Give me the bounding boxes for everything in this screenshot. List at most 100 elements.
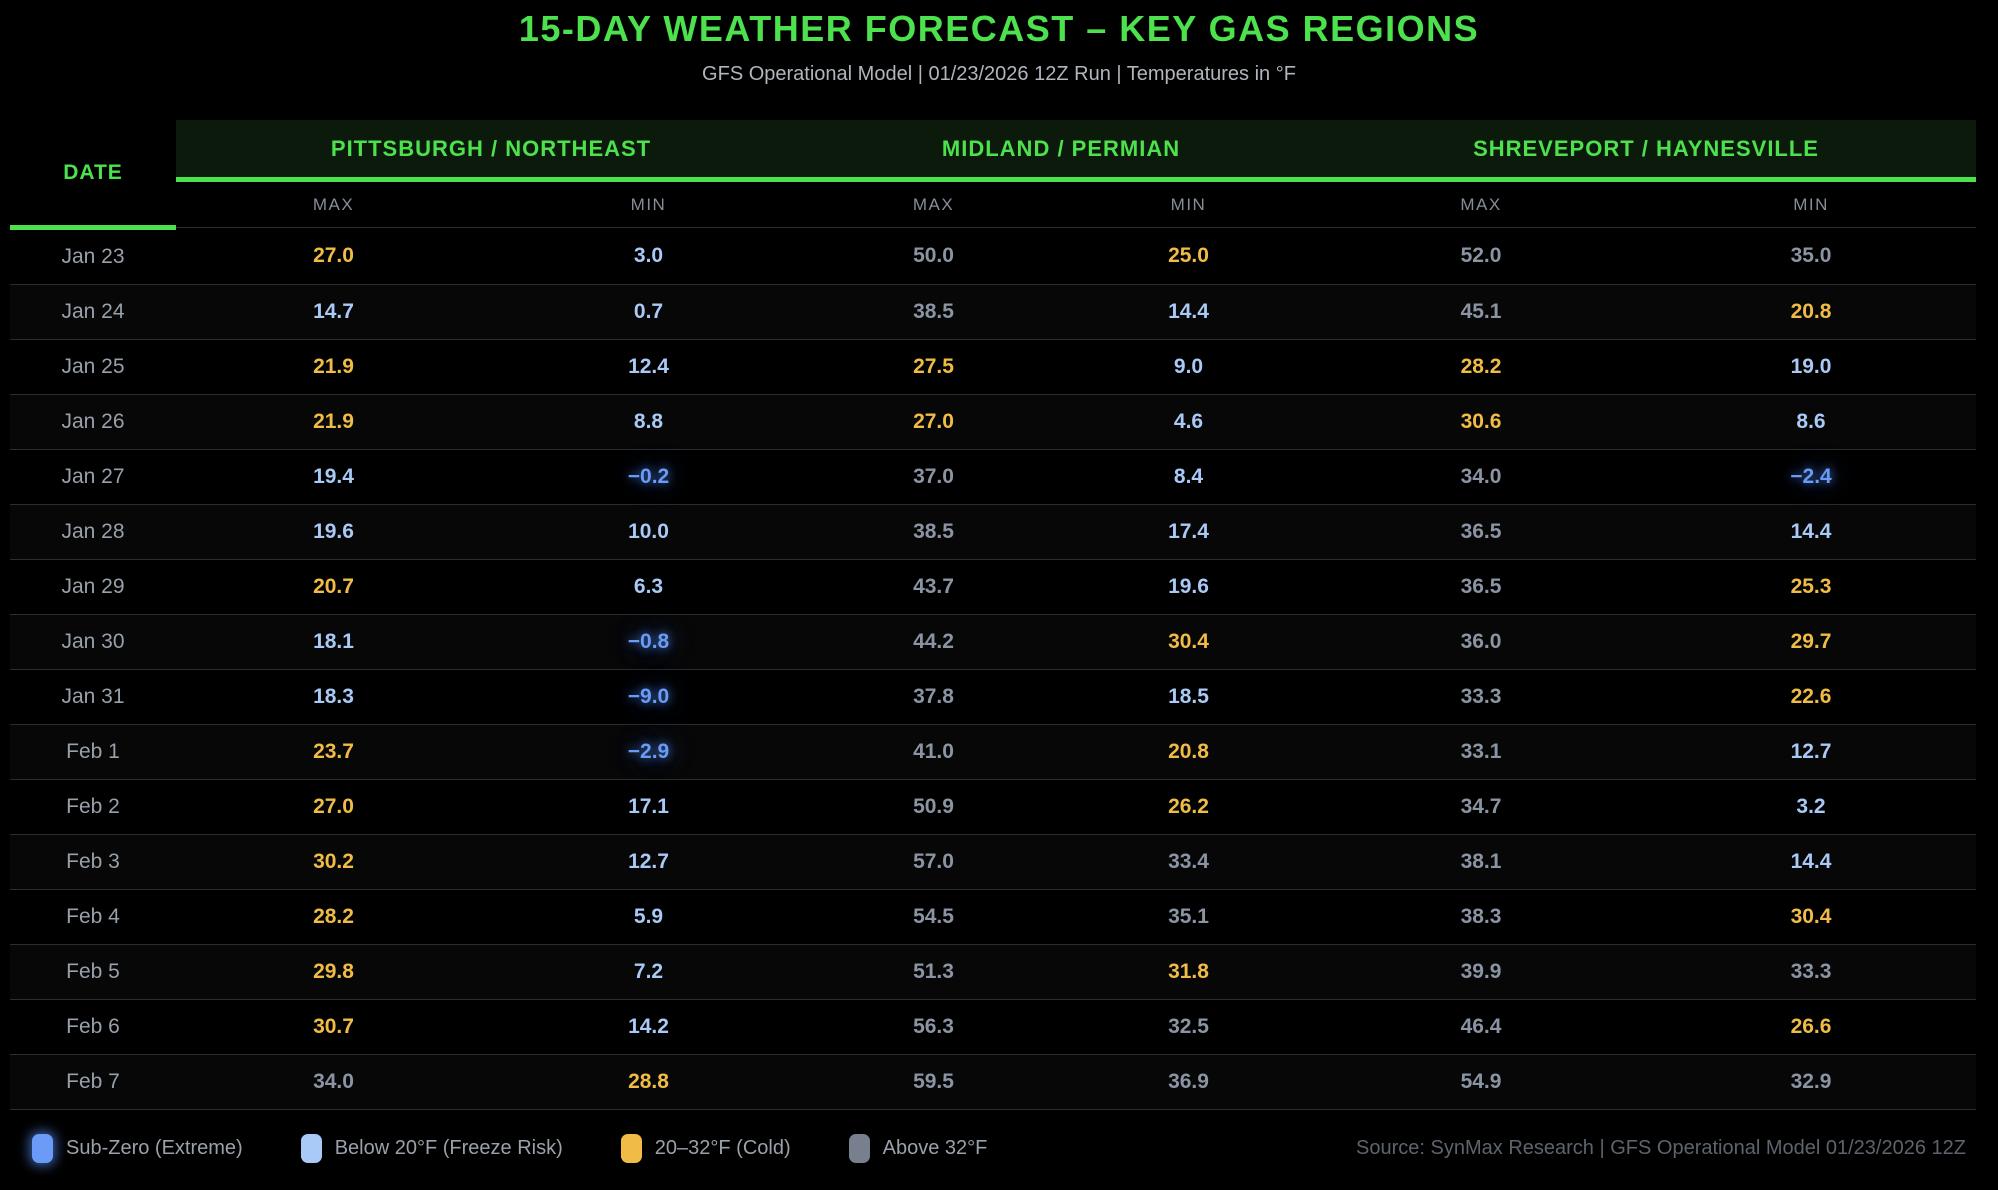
temp-cell: 30.7 (176, 999, 491, 1055)
temp-value: 36.5 (1460, 520, 1502, 543)
date-cell: Feb 3 (10, 834, 176, 890)
temp-cell: 30.2 (176, 834, 491, 890)
date-cell: Jan 24 (10, 284, 176, 340)
forecast-table-body: Jan 23 27.0 3.0 50.0 25.0 52.0 35.0 Jan 24 14.7 0… (10, 227, 1977, 1110)
temp-value: 54.9 (1460, 1070, 1502, 1093)
temp-cell: 43.7 (806, 559, 1062, 615)
temp-value: 37.8 (913, 685, 954, 708)
temp-cell: 38.3 (1316, 889, 1647, 945)
temp-value: 52.0 (1460, 244, 1502, 267)
temp-cell: 34.7 (1316, 779, 1647, 835)
temp-value: 20.8 (1168, 740, 1209, 763)
temp-value: 14.4 (1790, 520, 1832, 543)
temp-value: 34.7 (1460, 795, 1502, 818)
temp-value: 33.4 (1168, 850, 1209, 873)
temp-value: 30.7 (313, 1015, 354, 1038)
temp-cell: 5.9 (491, 889, 807, 945)
temp-value: 12.7 (628, 850, 669, 873)
date-cell: Feb 6 (10, 999, 176, 1055)
temp-value: 59.5 (913, 1070, 954, 1093)
legend-item-above-32: Above 32°F (848, 1133, 988, 1163)
temp-cell: 36.9 (1061, 1054, 1317, 1110)
temp-cell: 28.2 (1316, 339, 1647, 395)
temp-value: 33.3 (1790, 960, 1832, 983)
temp-value: 28.2 (1460, 355, 1502, 378)
temp-value: 19.0 (1790, 355, 1832, 378)
table-row: Jan 30 18.1 −0.8 44.2 30.4 36.0 29.7 (10, 614, 1977, 670)
temp-cell: 8.4 (1061, 449, 1317, 505)
temp-value: 18.1 (313, 630, 354, 653)
table-row: Jan 28 19.6 10.0 38.5 17.4 36.5 14.4 (10, 504, 1977, 560)
temp-cell: 39.9 (1316, 944, 1647, 1000)
temp-cell: 26.2 (1061, 779, 1317, 835)
table-row: Feb 6 30.7 14.2 56.3 32.5 46.4 26.6 (10, 999, 1977, 1055)
date-cell: Feb 5 (10, 944, 176, 1000)
temp-value: 19.6 (1168, 575, 1209, 598)
temp-value: 8.4 (1173, 465, 1204, 488)
temp-value: 50.9 (913, 795, 954, 818)
temp-cell: 36.5 (1316, 504, 1647, 560)
temp-cell: 19.0 (1646, 339, 1977, 395)
table-row: Jan 29 20.7 6.3 43.7 19.6 36.5 25.3 (10, 559, 1977, 615)
temp-value: 57.0 (913, 850, 954, 873)
temp-value: 36.0 (1460, 630, 1502, 653)
temp-cell: 22.6 (1646, 669, 1977, 725)
shreveport-max-header: MAX (1316, 179, 1647, 228)
temp-value: 21.9 (313, 410, 354, 433)
temp-cell: 29.7 (1646, 614, 1977, 670)
temp-cell: 37.0 (806, 449, 1062, 505)
pittsburgh-max-header: MAX (176, 179, 491, 228)
region-header-shreveport-haynesville: SHREVEPORT / HAYNESVILLE (1316, 120, 1977, 182)
temp-cell: 59.5 (806, 1054, 1062, 1110)
weather-forecast-page: { "page": { "title": "15-DAY WEATHER FOR… (0, 8, 1998, 1190)
temp-value: 36.9 (1168, 1070, 1209, 1093)
temp-cell: 6.3 (491, 559, 807, 615)
legend-label: Above 32°F (882, 1136, 988, 1159)
footer: Sub-Zero (Extreme) Below 20°F (Freeze Ri… (32, 1128, 1966, 1168)
table-row: Feb 7 34.0 28.8 59.5 36.9 54.9 32.9 (10, 1054, 1977, 1110)
temp-value: 39.9 (1460, 960, 1502, 983)
forecast-table-header: DATE PITTSBURGH / NORTHEAST MIDLAND / PE… (10, 120, 1977, 230)
temp-cell: 25.0 (1061, 227, 1317, 285)
temp-value: 37.0 (913, 465, 954, 488)
temp-value: −0.8 (627, 630, 670, 653)
legend: Sub-Zero (Extreme) Below 20°F (Freeze Ri… (32, 1133, 988, 1163)
temp-cell: 33.3 (1646, 944, 1977, 1000)
temp-cell: 18.1 (176, 614, 491, 670)
forecast-table: DATE PITTSBURGH / NORTHEAST MIDLAND / PE… (10, 120, 1977, 1110)
temp-cell: 14.4 (1646, 504, 1977, 560)
temp-value: 18.5 (1168, 685, 1209, 708)
temp-cell: 35.0 (1646, 227, 1977, 285)
temp-value: 34.0 (1460, 465, 1502, 488)
date-cell: Jan 27 (10, 449, 176, 505)
temp-cell: 35.1 (1061, 889, 1317, 945)
temp-cell: 52.0 (1316, 227, 1647, 285)
temp-value: −2.9 (627, 740, 670, 763)
above-32-swatch-icon (848, 1133, 870, 1163)
temp-value: 45.1 (1460, 300, 1502, 323)
temp-value: 41.0 (913, 740, 954, 763)
temp-cell: 3.0 (491, 227, 807, 285)
temp-value: 33.1 (1460, 740, 1502, 763)
temp-cell: 3.2 (1646, 779, 1977, 835)
temp-cell: −0.8 (491, 614, 807, 670)
region-header-pittsburgh-northeast: PITTSBURGH / NORTHEAST (176, 120, 807, 182)
temp-value: −0.2 (627, 465, 670, 488)
temp-cell: 19.6 (176, 504, 491, 560)
temp-cell: 50.0 (806, 227, 1062, 285)
temp-value: 26.2 (1168, 795, 1209, 818)
temp-cell: 20.8 (1061, 724, 1317, 780)
temp-value: 19.6 (313, 520, 354, 543)
legend-label: Below 20°F (Freeze Risk) (334, 1136, 563, 1159)
temp-value: 43.7 (913, 575, 954, 598)
temp-value: 30.4 (1790, 905, 1832, 928)
temp-value: 27.0 (313, 244, 354, 267)
temp-cell: 19.4 (176, 449, 491, 505)
temp-cell: 56.3 (806, 999, 1062, 1055)
legend-label: 20–32°F (Cold) (654, 1136, 791, 1159)
table-row: Feb 1 23.7 −2.9 41.0 20.8 33.1 12.7 (10, 724, 1977, 780)
midland-min-header: MIN (1061, 179, 1317, 228)
temp-value: 38.1 (1460, 850, 1502, 873)
temp-cell: 57.0 (806, 834, 1062, 890)
temp-cell: 30.6 (1316, 394, 1647, 450)
